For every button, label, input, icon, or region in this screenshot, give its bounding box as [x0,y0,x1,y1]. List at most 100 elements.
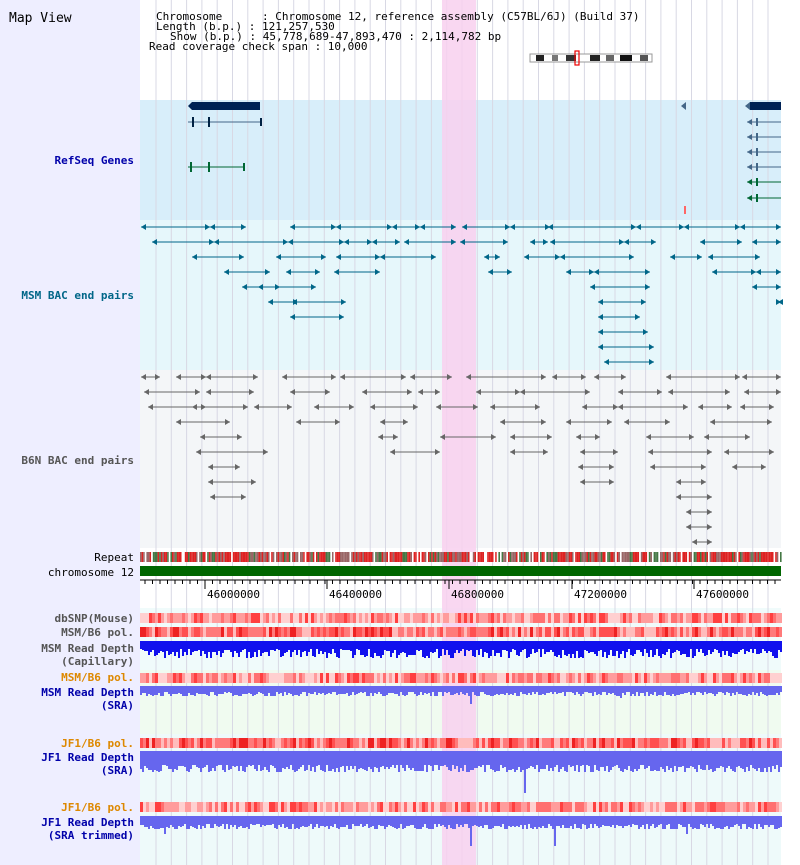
jf1-trim-pol-cell [263,802,266,812]
jf1-sra-depth-bar [442,751,444,766]
track-label-msm-depth-sra[interactable]: MSM Read Depth [41,686,134,699]
jf1-trim-depth-bar [340,816,342,827]
dbsnp-cell [554,613,557,623]
msm-sra-depth-bar [438,686,440,692]
capillary-depth-bar [352,641,354,658]
repeat-segment [170,552,172,562]
capillary-depth-bar [348,641,350,650]
msm-sra-depth-bar [340,686,342,694]
jf1-trim-depth-bar [760,816,762,827]
jf1-sra-depth-bar [146,751,148,768]
jf1-trim-depth-bar [410,816,412,825]
track-label-dbsnp[interactable]: dbSNP(Mouse) [54,612,134,625]
repeat-segment [532,552,534,562]
jf1-pol-cell [491,738,494,748]
msm-pol-cell [557,627,560,637]
track-label-jf1-b6-pol[interactable]: JF1/B6 pol. [61,737,134,750]
jf1-sra-depth-bar [612,751,614,767]
jf1-trim-depth-bar [444,816,446,827]
dbsnp-cell [287,613,290,623]
repeat-segment [554,552,556,562]
jf1-sra-depth-bar [406,751,408,765]
track-label-jf1-depth-trimmed[interactable]: JF1 Read Depth [41,816,134,829]
jf1-trim-depth-bar [310,816,312,824]
msm-sra-pol-cell [392,673,395,683]
track-label-msm-b6-pol[interactable]: MSM/B6 pol. [61,626,134,639]
b6n-bac-pair-end [435,389,440,395]
repeat-segment [327,552,329,562]
msm-pol-cell [323,627,326,637]
jf1-trim-pol-cell [632,802,635,812]
dbsnp-cell [437,613,440,623]
msm-sra-depth-bar [756,686,758,693]
b6n-bac-pair-end [776,374,781,380]
capillary-depth-bar [694,641,696,656]
repeat-segment [544,552,547,562]
dbsnp-cell [311,613,314,623]
jf1-sra-depth-bar [534,751,536,769]
jf1-trim-pol-cell [728,802,731,812]
repeat-segment [738,552,740,562]
msm-sra-depth-bar [568,686,570,692]
capillary-depth-bar [424,641,426,658]
capillary-depth-bar [554,641,556,656]
jf1-sra-depth-bar [734,751,736,772]
msm-pol-cell [155,627,158,637]
jf1-trim-depth-bar [428,816,430,829]
jf1-trim-depth-bar [350,816,352,829]
msm-sra-depth-bar [226,686,228,693]
jf1-pol-cell [761,738,764,748]
track-label-refseq[interactable]: RefSeq Genes [54,154,134,167]
dbsnp-cell [764,613,767,623]
msm-bac-pair-end [543,239,548,245]
capillary-depth-bar [740,641,742,650]
jf1-sra-depth-bar [426,751,428,772]
msm-sra-pol-cell [365,673,368,683]
jf1-pol-cell [542,738,545,748]
msm-sra-pol-cell [386,673,389,683]
track-label-msm-bac[interactable]: MSM BAC end pairs [21,289,134,302]
msm-bac-pair-end [566,269,571,275]
msm-bac-pair-end [560,254,565,260]
dbsnp-cell [602,613,605,623]
msm-sra-depth-bar [546,686,548,693]
repeat-segment [218,552,220,562]
msm-sra-depth-bar [640,686,642,693]
jf1-trim-pol-cell [356,802,359,812]
jf1-trim-pol-cell [236,802,239,812]
jf1-trim-depth-bar [342,816,344,827]
capillary-depth-bar [338,641,340,658]
repeat-segment [618,552,620,562]
repeat-segment [472,552,475,562]
msm-pol-cell [206,627,209,637]
jf1-pol-cell [674,738,677,748]
track-label-jf1-b6-pol-trimmed[interactable]: JF1/B6 pol. [61,801,134,814]
jf1-trim-depth-bar [598,816,600,828]
msm-sra-pol-cell [410,673,413,683]
msm-sra-pol-cell [416,673,419,683]
jf1-trim-depth-bar [666,816,668,825]
jf1-sra-depth-bar [144,751,146,766]
track-label-b6n-bac[interactable]: B6N BAC end pairs [21,454,134,467]
jf1-sra-depth-bar [580,751,582,766]
msm-sra-depth-bar [780,686,782,692]
msm-pol-cell [470,627,473,637]
jf1-pol-cell [350,738,353,748]
repeat-segment [704,552,707,562]
track-label-msm-b6-pol-sra[interactable]: MSM/B6 pol. [61,671,134,684]
track-label-repeat[interactable]: Repeat [94,551,134,564]
jf1-pol-cell [434,738,437,748]
ruler-tick-label: 46400000 [329,588,382,601]
msm-pol-cell [419,627,422,637]
jf1-pol-cell [476,738,479,748]
gene-exon [192,117,194,127]
ideogram-band [620,55,632,61]
msm-pol-cell [704,627,707,637]
dbsnp-cell [737,613,740,623]
track-label-msm-depth-capillary[interactable]: MSM Read Depth [41,642,134,655]
jf1-pol-cell [677,738,680,748]
capillary-depth-bar [772,641,774,656]
track-label-jf1-depth-sra[interactable]: JF1 Read Depth [41,751,134,764]
dbsnp-cell [749,613,752,623]
